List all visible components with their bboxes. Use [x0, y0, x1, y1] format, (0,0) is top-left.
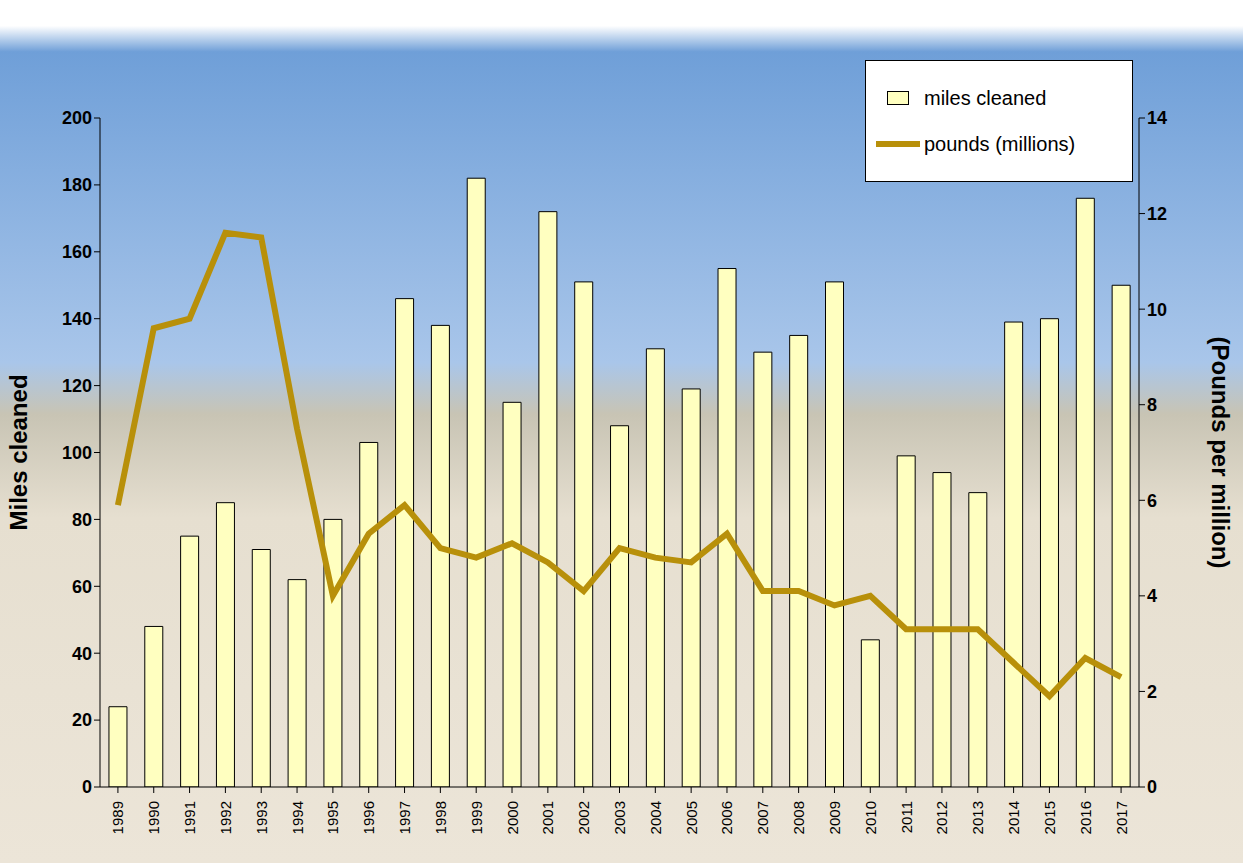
svg-text:2013: 2013 — [969, 801, 986, 834]
svg-text:2007: 2007 — [754, 801, 771, 834]
svg-text:2006: 2006 — [718, 801, 735, 834]
svg-text:2000: 2000 — [504, 801, 521, 834]
svg-text:2003: 2003 — [611, 801, 628, 834]
svg-text:1996: 1996 — [360, 801, 377, 834]
svg-text:(Pounds per million): (Pounds per million) — [1207, 337, 1234, 569]
svg-text:2009: 2009 — [826, 801, 843, 834]
svg-text:1999: 1999 — [468, 801, 485, 834]
svg-text:160: 160 — [62, 242, 92, 262]
svg-text:40: 40 — [72, 644, 92, 664]
svg-text:60: 60 — [72, 577, 92, 597]
svg-text:1989: 1989 — [109, 801, 126, 834]
svg-text:1998: 1998 — [432, 801, 449, 834]
svg-text:2014: 2014 — [1005, 801, 1022, 834]
svg-text:100: 100 — [62, 443, 92, 463]
svg-text:1993: 1993 — [253, 801, 270, 834]
svg-text:200: 200 — [62, 108, 92, 128]
svg-text:1990: 1990 — [145, 801, 162, 834]
svg-text:2011: 2011 — [898, 801, 915, 833]
svg-text:2005: 2005 — [683, 801, 700, 834]
svg-text:0: 0 — [82, 777, 92, 797]
svg-text:2017: 2017 — [1113, 801, 1130, 834]
html-text:miles cleaned: miles cleaned — [924, 86, 1047, 109]
svg-text:Miles cleaned: Miles cleaned — [5, 374, 32, 530]
svg-text:2010: 2010 — [862, 801, 879, 834]
svg-text:0: 0 — [1147, 777, 1157, 797]
svg-text:1997: 1997 — [396, 801, 413, 834]
svg-text:2015: 2015 — [1041, 801, 1058, 834]
svg-text:120: 120 — [62, 376, 92, 396]
svg-text:14: 14 — [1147, 108, 1167, 128]
svg-text:2004: 2004 — [647, 801, 664, 834]
svg-text:1991: 1991 — [181, 801, 198, 834]
svg-text:12: 12 — [1147, 204, 1167, 224]
svg-text:2016: 2016 — [1077, 801, 1094, 834]
svg-text:1995: 1995 — [324, 801, 341, 834]
svg-text:20: 20 — [72, 710, 92, 730]
svg-text:1992: 1992 — [217, 801, 234, 834]
svg-text:2: 2 — [1147, 682, 1157, 702]
svg-text:2008: 2008 — [790, 801, 807, 834]
svg-text:2002: 2002 — [575, 801, 592, 834]
svg-text:1994: 1994 — [289, 801, 306, 834]
html-text:pounds (millions): pounds (millions) — [924, 132, 1076, 155]
svg-text:10: 10 — [1147, 300, 1167, 320]
svg-text:2012: 2012 — [933, 801, 950, 834]
svg-text:6: 6 — [1147, 491, 1157, 511]
svg-text:4: 4 — [1147, 586, 1157, 606]
svg-text:8: 8 — [1147, 395, 1157, 415]
svg-text:2001: 2001 — [539, 801, 556, 834]
svg-text:140: 140 — [62, 309, 92, 329]
svg-text:180: 180 — [62, 175, 92, 195]
svg-text:80: 80 — [72, 510, 92, 530]
